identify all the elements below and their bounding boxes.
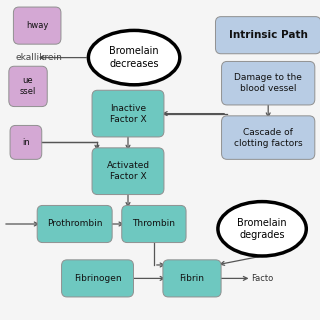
FancyBboxPatch shape	[92, 148, 164, 195]
FancyBboxPatch shape	[10, 125, 42, 159]
Text: hway: hway	[26, 21, 48, 30]
Text: Fibrinogen: Fibrinogen	[74, 274, 121, 283]
Text: Facto: Facto	[252, 274, 274, 283]
Text: Intrinsic Path: Intrinsic Path	[229, 30, 308, 40]
FancyBboxPatch shape	[122, 205, 186, 243]
Text: Bromelain
degrades: Bromelain degrades	[237, 218, 287, 240]
FancyBboxPatch shape	[9, 66, 47, 107]
FancyBboxPatch shape	[92, 90, 164, 137]
FancyBboxPatch shape	[61, 260, 133, 297]
Text: Damage to the
blood vessel: Damage to the blood vessel	[234, 73, 302, 93]
Text: Prothrombin: Prothrombin	[47, 220, 102, 228]
Ellipse shape	[218, 202, 306, 256]
Text: Inactive
Factor X: Inactive Factor X	[110, 104, 146, 124]
FancyBboxPatch shape	[221, 116, 315, 159]
Text: ekallikrein: ekallikrein	[15, 53, 62, 62]
Text: in: in	[22, 138, 30, 147]
Text: Fibrin: Fibrin	[180, 274, 204, 283]
FancyBboxPatch shape	[13, 7, 61, 44]
FancyBboxPatch shape	[37, 205, 112, 243]
Text: Bromelain
decreases: Bromelain decreases	[109, 46, 159, 69]
FancyBboxPatch shape	[215, 17, 320, 54]
Text: Activated
Factor X: Activated Factor X	[107, 161, 149, 181]
Ellipse shape	[88, 30, 180, 85]
FancyBboxPatch shape	[163, 260, 221, 297]
Text: Cascade of
clotting factors: Cascade of clotting factors	[234, 128, 302, 148]
FancyBboxPatch shape	[221, 61, 315, 105]
Text: Thrombin: Thrombin	[132, 220, 175, 228]
Text: ue
ssel: ue ssel	[20, 76, 36, 96]
